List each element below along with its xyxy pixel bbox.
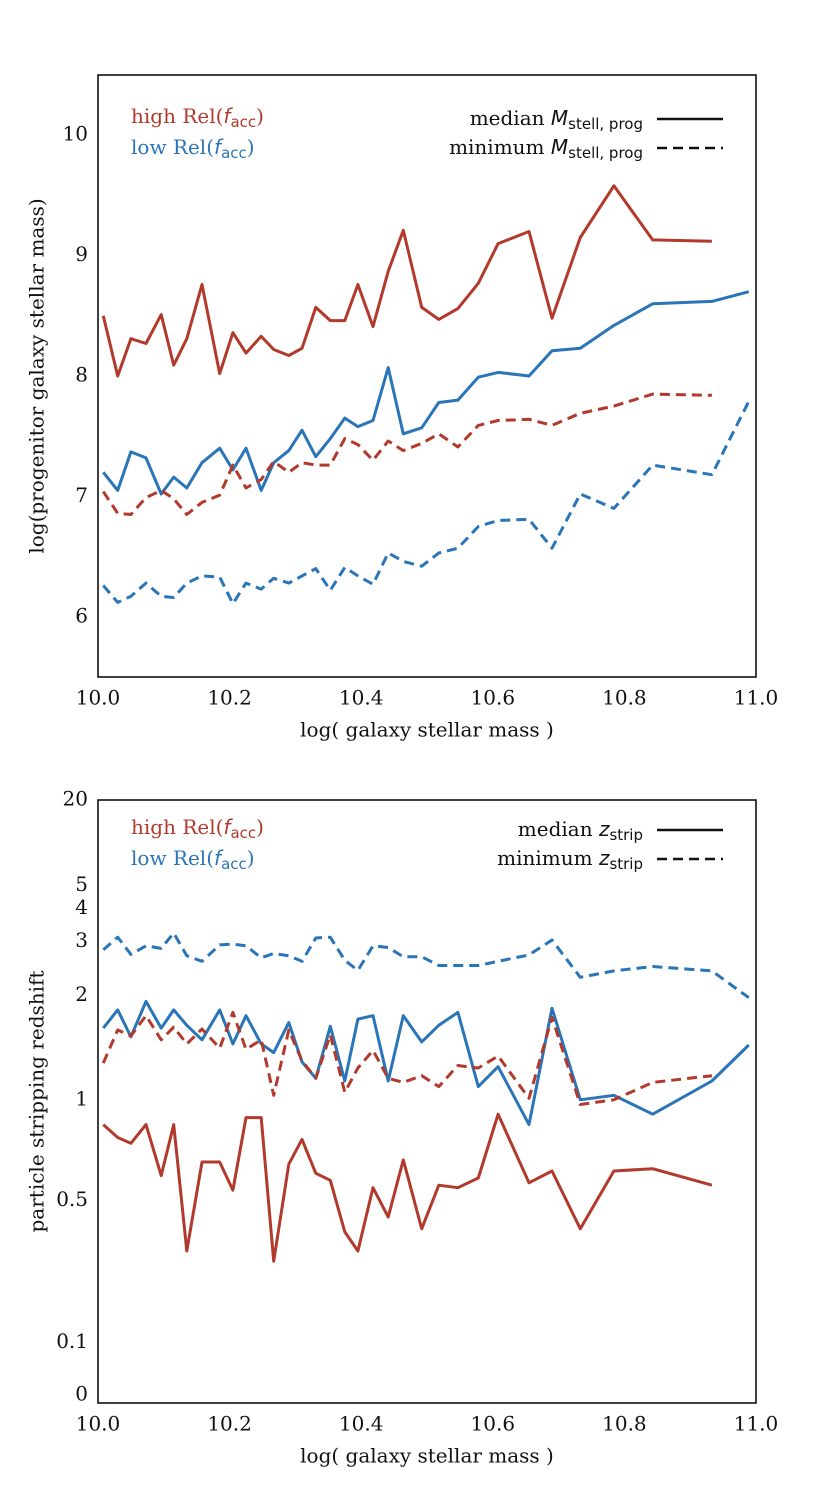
legend-variable: z <box>598 817 610 841</box>
series-line <box>102 400 751 606</box>
legend-subscript: acc <box>230 113 256 131</box>
series-line <box>101 1010 713 1106</box>
legend-variable: f <box>214 135 224 159</box>
legend-variable: f <box>214 846 224 870</box>
legend-text: ) <box>247 846 255 870</box>
y-tick-label: 1 <box>75 1086 88 1110</box>
y-tick-label: 7 <box>75 483 88 507</box>
series-line <box>102 1112 713 1263</box>
series-line <box>102 999 750 1127</box>
x-tick-label: 10.4 <box>339 1412 384 1436</box>
legend-subscript: acc <box>230 824 256 842</box>
legend-text: ) <box>247 135 255 159</box>
x-tick-label: 10.6 <box>471 686 516 710</box>
x-tick-label: 10.8 <box>602 1412 647 1436</box>
plot-frame <box>97 74 757 678</box>
legend-text: low Rel( <box>131 135 214 159</box>
series-line <box>102 290 750 496</box>
style-legend-entry: minimum Mstell, prog <box>449 135 643 162</box>
y-tick-label: 6 <box>75 603 88 627</box>
color-legend-entry: high Rel(facc) <box>131 104 264 131</box>
x-tick-label: 10.2 <box>207 686 252 710</box>
y-tick-label: 2 <box>75 982 88 1006</box>
legend-variable: z <box>598 846 610 870</box>
y-axis-label: log(progenitor galaxy stellar mass) <box>25 198 49 553</box>
x-tick-label: 10.4 <box>339 686 384 710</box>
style-legend-entry: median zstrip <box>518 817 643 844</box>
series-line <box>102 392 712 516</box>
x-tick-label: 11.0 <box>734 686 779 710</box>
legend-subscript: stell, prog <box>568 144 643 162</box>
x-tick-label: 10.6 <box>471 1412 516 1436</box>
y-tick-label: 0 <box>75 1382 88 1406</box>
legend-text: median <box>470 106 551 130</box>
y-tick-label: 0.5 <box>56 1187 88 1211</box>
legend-text: low Rel( <box>131 846 214 870</box>
legend-subscript: acc <box>221 144 247 162</box>
legend-text: median <box>518 817 599 841</box>
x-tick-label: 10.2 <box>207 1412 252 1436</box>
legend-text: high Rel( <box>131 815 223 839</box>
y-tick-label: 0.1 <box>56 1329 88 1353</box>
color-legend-entry: low Rel(facc) <box>131 135 255 162</box>
color-legend-entry: low Rel(facc) <box>131 846 255 873</box>
x-axis-label: log( galaxy stellar mass ) <box>300 1444 554 1468</box>
legend-text: ) <box>256 104 264 128</box>
x-tick-label: 10.0 <box>76 686 121 710</box>
y-tick-label: 20 <box>63 787 88 811</box>
series-line <box>101 184 712 378</box>
legend-subscript: strip <box>609 826 643 844</box>
legend-subscript: strip <box>609 855 643 873</box>
x-axis-label: log( galaxy stellar mass ) <box>300 718 554 742</box>
legend-variable: f <box>223 104 233 128</box>
style-legend-entry: minimum zstrip <box>497 846 643 873</box>
legend-text: minimum <box>449 135 551 159</box>
legend-text: high Rel( <box>131 104 223 128</box>
x-tick-label: 10.0 <box>76 1412 121 1436</box>
plot-frame <box>97 799 757 1404</box>
y-tick-label: 9 <box>75 242 88 266</box>
legend-text: minimum <box>497 846 599 870</box>
x-tick-label: 11.0 <box>734 1412 779 1436</box>
legend-variable: f <box>223 815 233 839</box>
y-tick-label: 8 <box>75 363 88 387</box>
y-tick-label: 5 <box>75 872 88 896</box>
style-legend-entry: median Mstell, prog <box>470 106 643 133</box>
legend-subscript: stell, prog <box>568 115 643 133</box>
legend-variable: M <box>551 135 568 159</box>
color-legend-entry: high Rel(facc) <box>131 815 264 842</box>
y-axis-label: particle stripping redshift <box>25 971 49 1233</box>
y-tick-label: 3 <box>75 928 88 952</box>
y-tick-label: 4 <box>75 895 88 919</box>
legend-variable: M <box>551 106 568 130</box>
series-line <box>102 931 750 999</box>
legend-subscript: acc <box>221 855 247 873</box>
y-tick-label: 10 <box>63 122 88 146</box>
x-tick-label: 10.8 <box>602 686 647 710</box>
legend-text: ) <box>256 815 264 839</box>
